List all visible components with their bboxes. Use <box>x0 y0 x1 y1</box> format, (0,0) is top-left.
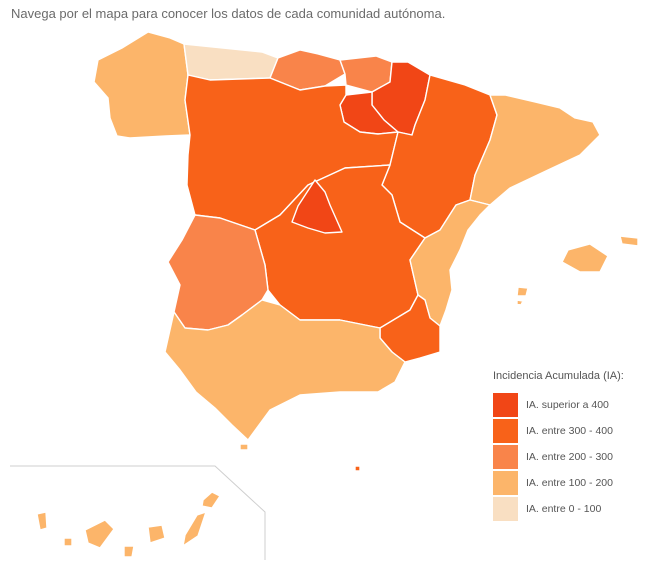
legend-title: Incidencia Acumulada (IA): <box>493 370 624 382</box>
legend-label: IA. entre 300 - 400 <box>526 425 613 437</box>
legend-swatch <box>493 393 518 417</box>
legend-item: IA. entre 100 - 200 <box>493 470 624 496</box>
region-ceuta[interactable] <box>239 443 249 451</box>
region-asturias[interactable] <box>183 43 279 81</box>
legend-swatch <box>493 471 518 495</box>
region-canarias-fuerteventura[interactable] <box>182 511 207 547</box>
legend-item: IA. entre 300 - 400 <box>493 418 624 444</box>
region-galicia[interactable] <box>93 31 191 139</box>
region-comunidad-valenciana[interactable] <box>409 199 491 327</box>
region-canarias-gran-canaria[interactable] <box>147 524 166 544</box>
legend: Incidencia Acumulada (IA): IA. superior … <box>493 370 624 522</box>
region-madrid[interactable] <box>291 179 343 234</box>
region-canarias-tenerife[interactable] <box>84 519 115 549</box>
legend-swatch <box>493 419 518 443</box>
legend-swatch <box>493 445 518 469</box>
region-melilla[interactable] <box>354 465 361 472</box>
region-canarias-lanzarote[interactable] <box>201 491 221 509</box>
region-baleares-ibiza[interactable] <box>516 286 529 297</box>
legend-item: IA. entre 0 - 100 <box>493 496 624 522</box>
region-baleares-formentera[interactable] <box>516 299 524 306</box>
region-baleares-mallorca[interactable] <box>561 243 609 273</box>
legend-item: IA. superior a 400 <box>493 392 624 418</box>
canarias-divider <box>10 465 266 560</box>
region-canarias-la-palma[interactable] <box>36 511 48 531</box>
region-canarias-el-hierro[interactable] <box>123 545 135 558</box>
region-andalucia[interactable] <box>164 299 406 441</box>
intro-text: Navega por el mapa para conocer los dato… <box>11 6 446 21</box>
legend-swatch <box>493 497 518 521</box>
legend-label: IA. entre 100 - 200 <box>526 477 613 489</box>
legend-label: IA. entre 0 - 100 <box>526 503 602 515</box>
region-baleares-menorca[interactable] <box>619 235 639 247</box>
region-canarias-la-gomera[interactable] <box>63 537 73 547</box>
legend-item: IA. entre 200 - 300 <box>493 444 624 470</box>
region-cataluna[interactable] <box>469 94 601 206</box>
legend-label: IA. superior a 400 <box>526 399 609 411</box>
legend-label: IA. entre 200 - 300 <box>526 451 613 463</box>
